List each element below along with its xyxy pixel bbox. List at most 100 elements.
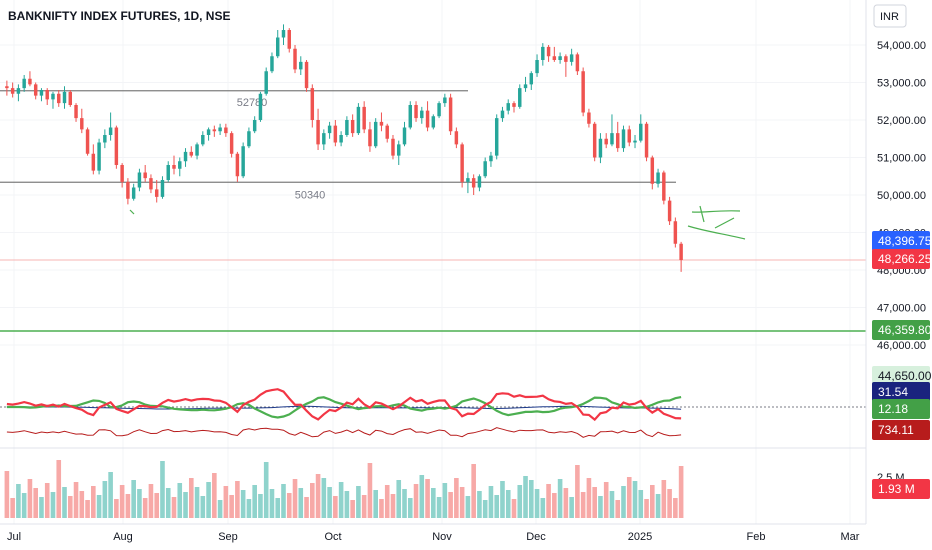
- candle-body[interactable]: [471, 178, 476, 188]
- candle-body[interactable]: [679, 243, 683, 261]
- candle-body[interactable]: [345, 120, 349, 135]
- candle-body[interactable]: [477, 176, 482, 188]
- time-axis[interactable]: Jul Aug Sep Oct Nov Dec 2025 Feb Mar: [7, 531, 860, 543]
- candle-body[interactable]: [512, 103, 516, 107]
- candle-body[interactable]: [183, 151, 188, 162]
- candle-body[interactable]: [51, 93, 55, 100]
- candle-body[interactable]: [189, 151, 194, 156]
- candle-body[interactable]: [149, 178, 153, 190]
- candle-body[interactable]: [621, 129, 626, 149]
- candle-body[interactable]: [575, 54, 580, 72]
- candle-body[interactable]: [97, 142, 101, 171]
- candle-body[interactable]: [241, 146, 245, 177]
- candle-body[interactable]: [68, 91, 72, 105]
- candle-body[interactable]: [120, 165, 124, 182]
- candle-body[interactable]: [644, 123, 649, 158]
- candle-body[interactable]: [304, 61, 309, 89]
- candle-body[interactable]: [443, 97, 447, 104]
- candle-body[interactable]: [673, 221, 678, 244]
- candle-body[interactable]: [80, 118, 84, 130]
- candle-body[interactable]: [569, 54, 574, 62]
- candle-body[interactable]: [397, 144, 401, 156]
- candle-body[interactable]: [546, 46, 551, 57]
- candle-body[interactable]: [166, 165, 170, 180]
- candlestick-series[interactable]: [5, 24, 683, 272]
- candle-body[interactable]: [10, 88, 15, 94]
- candle-body[interactable]: [74, 105, 78, 119]
- candle-body[interactable]: [322, 133, 326, 145]
- candle-body[interactable]: [212, 129, 217, 132]
- candle-body[interactable]: [368, 129, 372, 147]
- candle-body[interactable]: [391, 138, 395, 156]
- candle-body[interactable]: [356, 106, 361, 134]
- candle-body[interactable]: [310, 88, 315, 120]
- candle-body[interactable]: [379, 121, 384, 126]
- candle-body[interactable]: [333, 125, 338, 143]
- candle-body[interactable]: [85, 129, 90, 154]
- candle-body[interactable]: [270, 56, 274, 72]
- candle-body[interactable]: [172, 165, 176, 169]
- candle-body[interactable]: [114, 127, 119, 166]
- candle-body[interactable]: [385, 125, 389, 139]
- candle-body[interactable]: [402, 127, 407, 145]
- candle-body[interactable]: [506, 103, 510, 111]
- candle-body[interactable]: [592, 123, 597, 158]
- candle-body[interactable]: [28, 78, 32, 85]
- candle-body[interactable]: [91, 153, 96, 171]
- candle-body[interactable]: [529, 73, 534, 85]
- trendline-drawing-4[interactable]: [714, 217, 735, 229]
- candle-body[interactable]: [535, 60, 539, 74]
- candle-body[interactable]: [454, 131, 459, 145]
- candle-body[interactable]: [108, 127, 113, 136]
- candle-body[interactable]: [420, 110, 424, 119]
- candle-body[interactable]: [103, 135, 107, 143]
- trendline-drawing-1[interactable]: [691, 210, 741, 213]
- candle-body[interactable]: [564, 56, 568, 62]
- candle-body[interactable]: [552, 56, 557, 60]
- candle-body[interactable]: [264, 71, 268, 94]
- candle-body[interactable]: [143, 172, 147, 179]
- trendline-drawing-3[interactable]: [699, 205, 705, 223]
- candle-body[interactable]: [431, 116, 436, 128]
- candle-body[interactable]: [57, 93, 61, 104]
- candle-body[interactable]: [373, 121, 378, 147]
- candle-body[interactable]: [252, 120, 257, 132]
- candle-body[interactable]: [299, 61, 303, 70]
- candle-body[interactable]: [425, 110, 430, 128]
- candle-body[interactable]: [62, 91, 67, 104]
- candle-body[interactable]: [466, 178, 470, 182]
- candle-body[interactable]: [224, 127, 228, 134]
- candle-body[interactable]: [650, 157, 655, 184]
- candle-body[interactable]: [408, 105, 412, 128]
- candle-body[interactable]: [483, 161, 487, 177]
- candle-body[interactable]: [33, 84, 38, 96]
- candle-body[interactable]: [126, 181, 130, 199]
- drawing-annotations[interactable]: [129, 205, 746, 240]
- candle-body[interactable]: [287, 30, 291, 49]
- candle-body[interactable]: [218, 127, 222, 132]
- candle-body[interactable]: [518, 88, 522, 107]
- candle-body[interactable]: [581, 71, 585, 113]
- candle-body[interactable]: [160, 180, 165, 197]
- currency-button[interactable]: [873, 4, 907, 28]
- candle-body[interactable]: [610, 133, 614, 145]
- candle-body[interactable]: [633, 140, 637, 143]
- trendline-drawing-5[interactable]: [129, 209, 135, 215]
- candle-body[interactable]: [587, 112, 591, 124]
- price-axis[interactable]: 54,000.00 53,000.00 52,000.00 51,000.00 50,0…: [877, 40, 926, 352]
- candle-body[interactable]: [489, 155, 493, 162]
- candle-body[interactable]: [45, 90, 49, 100]
- trendline-drawing-2[interactable]: [687, 225, 746, 240]
- candle-body[interactable]: [339, 135, 343, 143]
- candle-body[interactable]: [523, 84, 528, 89]
- candle-body[interactable]: [604, 138, 608, 145]
- candle-body[interactable]: [195, 144, 199, 156]
- candle-body[interactable]: [178, 161, 182, 169]
- candle-body[interactable]: [154, 189, 159, 197]
- candle-body[interactable]: [201, 135, 205, 145]
- candle-body[interactable]: [235, 153, 240, 177]
- candle-body[interactable]: [258, 93, 263, 120]
- candle-body[interactable]: [16, 88, 21, 94]
- candle-body[interactable]: [656, 172, 660, 184]
